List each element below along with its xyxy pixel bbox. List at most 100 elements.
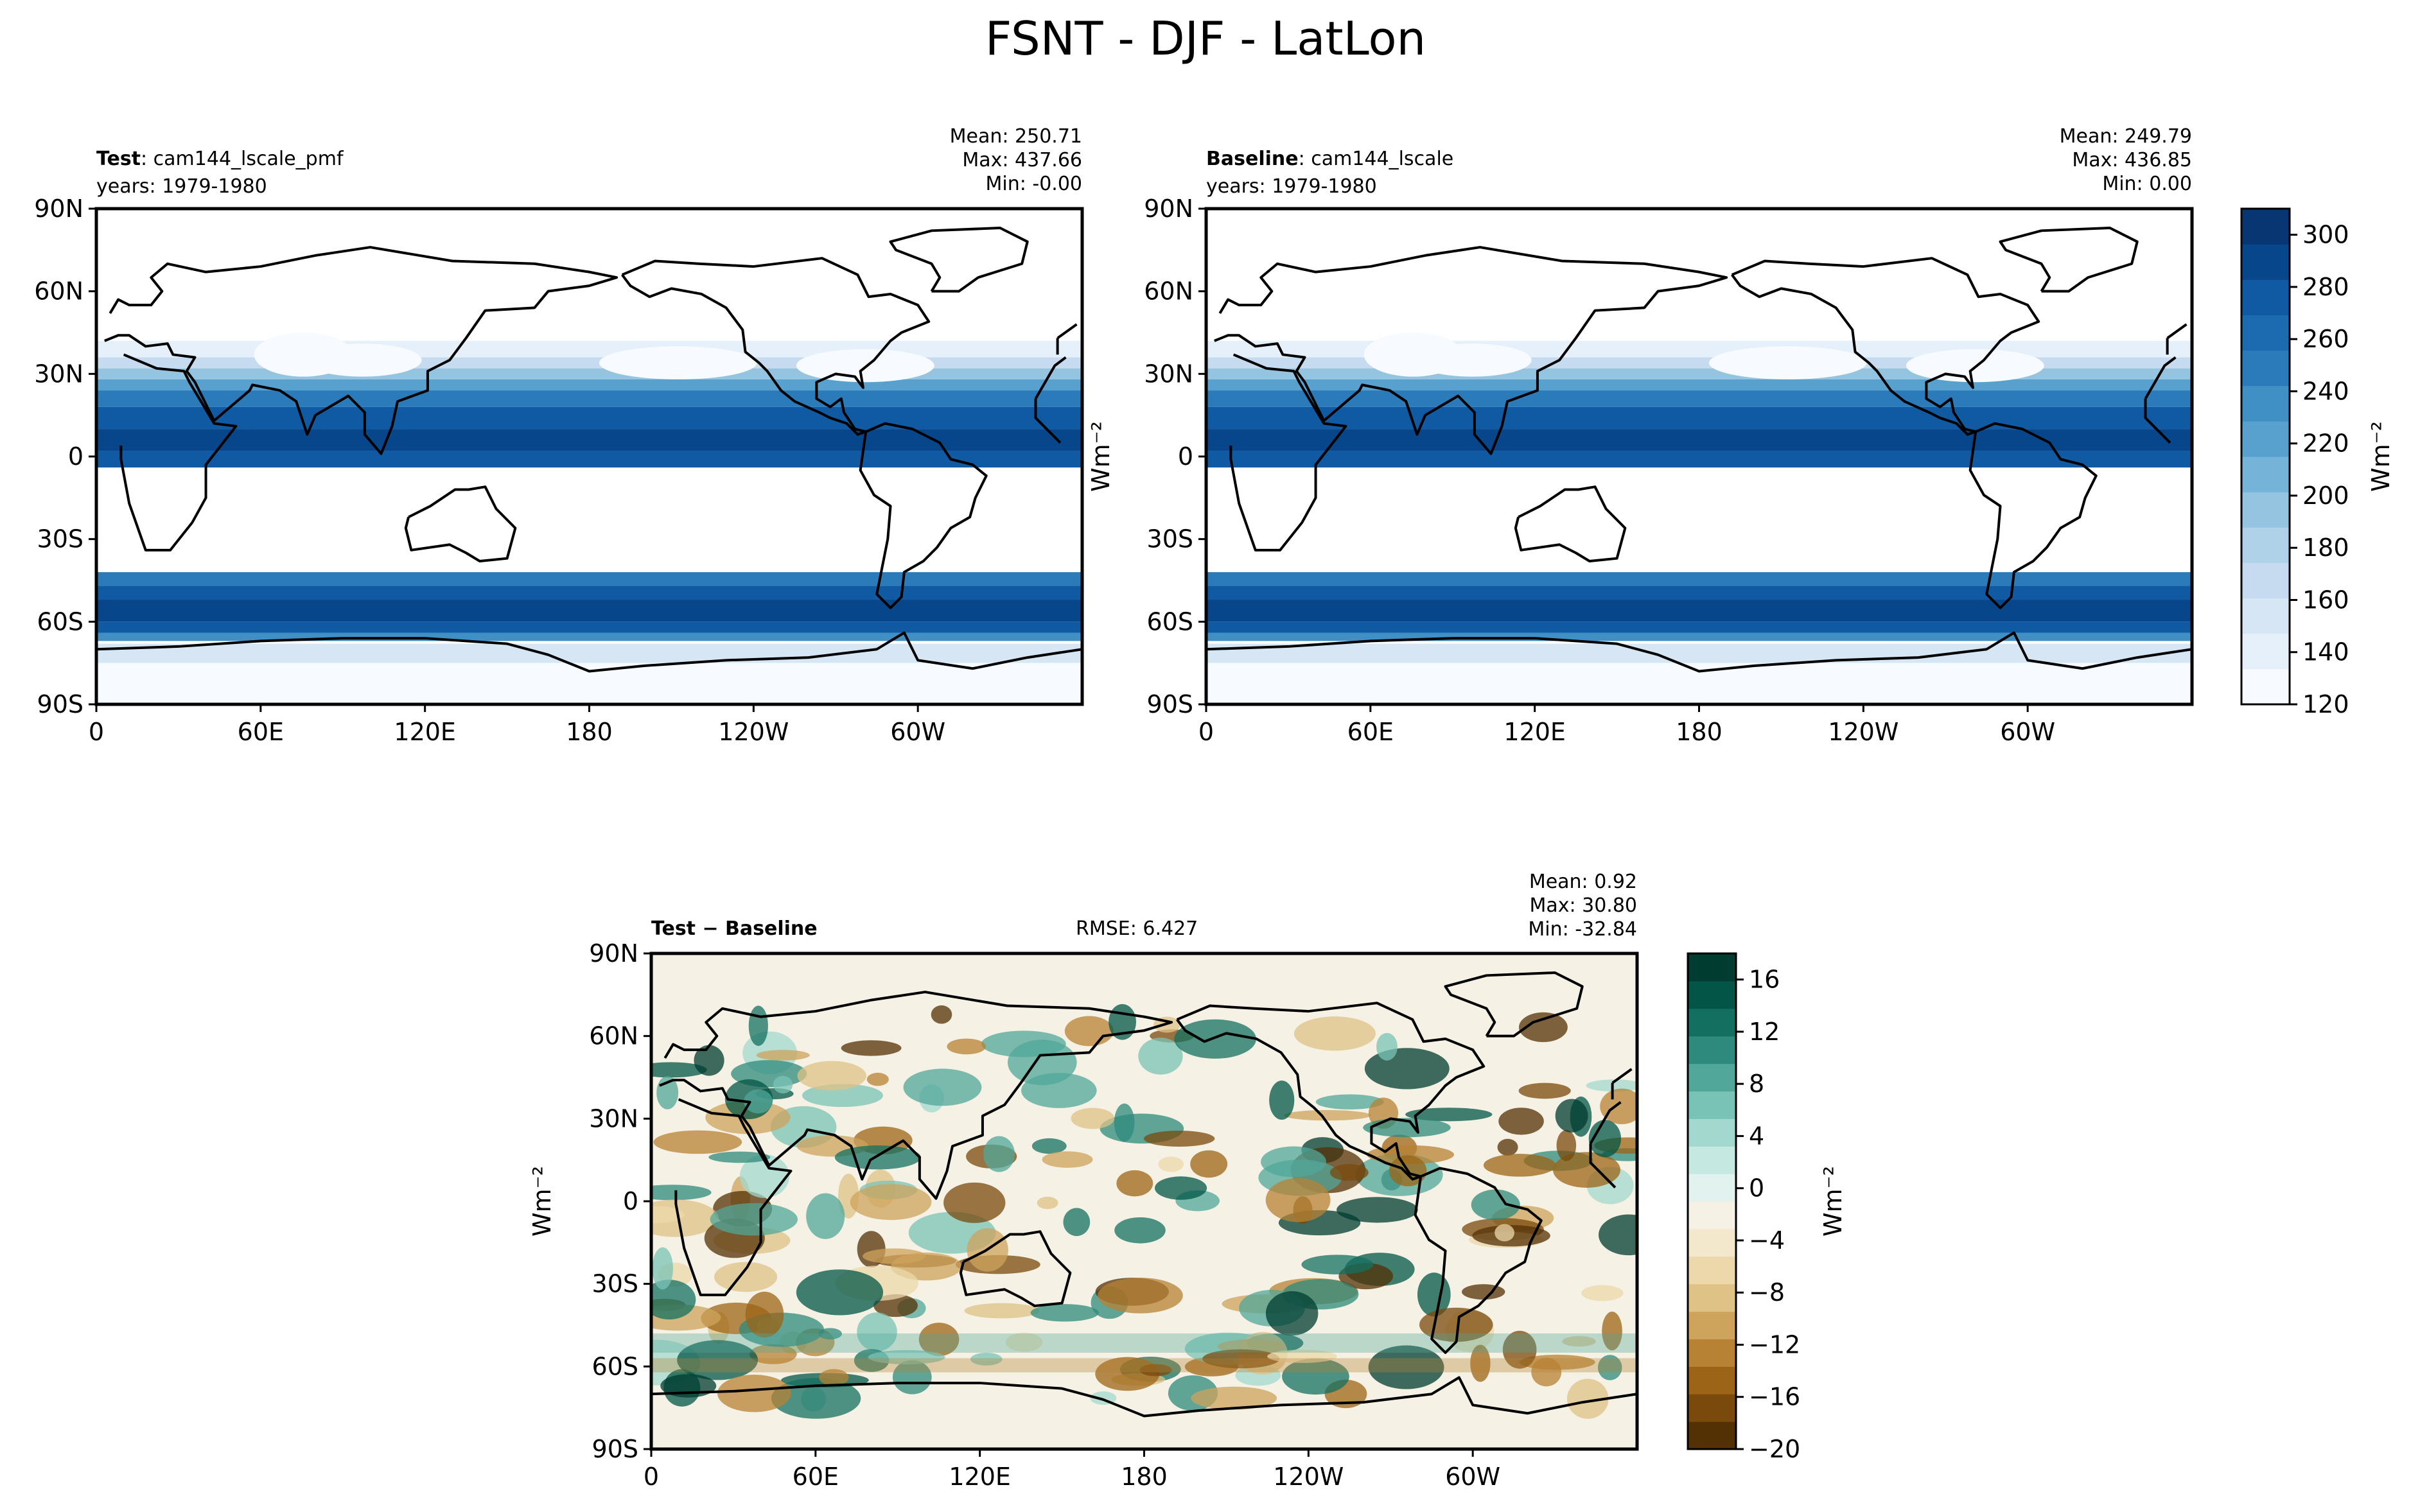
coastline [2166, 323, 2187, 340]
coastline [1229, 353, 1347, 552]
lat-tick-label: 0 [1178, 442, 1193, 471]
lat-tick-label: 30S [37, 525, 83, 553]
anomaly-patch [749, 1344, 797, 1364]
anomaly-patch [819, 1369, 849, 1386]
diff-rmse: RMSE: 6.427 [1076, 917, 1198, 940]
test-label: Test: cam144_lscale_pmf [96, 148, 344, 170]
lat-tick-label: 90N [34, 195, 83, 223]
colorbar-tick-label: 300 [2302, 221, 2349, 249]
anomaly-patch [1138, 1038, 1183, 1075]
anomaly-patch [797, 1061, 866, 1091]
anomaly-patch [964, 1303, 1040, 1319]
lat-tick-label: 60N [589, 1022, 638, 1050]
field-band [1206, 632, 2192, 641]
field-band [1206, 340, 2192, 358]
colorbar-segment [2241, 315, 2290, 351]
diff-min: Min: -32.84 [1528, 918, 1637, 941]
coastline [1968, 422, 2098, 609]
anomaly-patch [1329, 1164, 1369, 1181]
top-colorbar: 120 140 160 180 200 220 240 260 280 300 Wm⁻² [2240, 207, 2395, 718]
colorbar-segment [1688, 1283, 1736, 1312]
field-band [96, 632, 1082, 641]
test-map [96, 209, 1082, 704]
lon-tick-label: 120W [718, 718, 789, 746]
anomaly-patch [1030, 1304, 1099, 1322]
anomaly-patch [1555, 1099, 1588, 1133]
coastline [2144, 398, 2171, 444]
colorbar-tick-label: −4 [1749, 1226, 1785, 1255]
coastline [674, 1098, 793, 1296]
coastline [1589, 1143, 1617, 1188]
lat-tick-label: 90N [1144, 195, 1193, 223]
colorbar-segment [2241, 598, 2290, 634]
field-band [96, 663, 1082, 704]
anomaly-patch [651, 1062, 707, 1078]
anomaly-patch [744, 1089, 773, 1114]
anomaly-patch [1284, 1109, 1371, 1121]
diff-coastlines [651, 971, 1637, 1418]
field-band [96, 368, 1082, 379]
diff-ylabel-unit: Wm⁻² [528, 1166, 556, 1237]
anomaly-patch [1071, 1108, 1115, 1129]
anomaly-patch [1600, 1088, 1637, 1124]
anomaly-patch [1269, 1081, 1295, 1120]
field-band [96, 390, 1082, 407]
coastline [651, 1376, 1637, 1418]
diff-colorbar-ticks: 16 12 8 4 0 −4 −8 −12 −16 −20 [1736, 966, 1800, 1463]
anomaly-patch [841, 1040, 902, 1056]
field-band [1206, 643, 2192, 663]
anomaly-patch [1588, 1120, 1622, 1158]
field-band [1206, 572, 2192, 586]
anomaly-patch [1315, 1094, 1384, 1109]
test-mean: Mean: 250.71 [950, 125, 1082, 148]
field-band [96, 340, 1082, 358]
colorbar-segment [2241, 492, 2290, 528]
colorbar-tick-label: 16 [1749, 966, 1780, 994]
field-band [1206, 600, 2192, 622]
colorbar-tick-label: 240 [2302, 377, 2349, 405]
anomaly-patch [1114, 1103, 1135, 1142]
colorbar-segment [1688, 1036, 1736, 1064]
lat-tick-label: 0 [68, 442, 83, 471]
lon-tick-label: 60E [1347, 718, 1394, 746]
colorbar-tick-label: 120 [2302, 690, 2349, 718]
field-band [96, 621, 1082, 633]
anomaly-patch [714, 1262, 778, 1292]
top-colorbar-unit: Wm⁻² [2367, 421, 2395, 492]
lon-tick-label: 120E [394, 718, 456, 746]
anomaly-patch [1202, 1349, 1280, 1369]
field-band [96, 572, 1082, 586]
colorbar-segment [1688, 1091, 1736, 1119]
colorbar-tick-label: 0 [1749, 1174, 1764, 1203]
anomaly-patch [1566, 1378, 1609, 1419]
lat-tick-label: 30N [1144, 360, 1193, 388]
field-band [96, 643, 1082, 663]
anomaly-patch [1602, 1311, 1622, 1351]
field-band [1206, 451, 2192, 468]
coastline [1214, 246, 1728, 455]
anomaly-patch [1376, 1032, 1398, 1061]
baseline-min: Min: 0.00 [2102, 173, 2192, 195]
lon-tick-label: 180 [566, 718, 613, 746]
colorbar-tick-label: 160 [2302, 586, 2349, 614]
coastline [119, 353, 238, 552]
anomaly-patch [1483, 1154, 1556, 1177]
coastline [1611, 1068, 1633, 1084]
diff-max: Max: 30.80 [1529, 894, 1637, 917]
coastline [1034, 356, 1067, 399]
colorbar-segment [1688, 1146, 1736, 1174]
coastline [1999, 227, 2139, 293]
colorbar-segment [2241, 633, 2290, 670]
colorbar-segment [1688, 980, 1736, 1009]
field-band [1206, 357, 2192, 369]
colorbar-segment [2241, 668, 2290, 705]
anomaly-patch [1021, 1073, 1097, 1108]
anomaly-patch [1095, 1357, 1160, 1391]
field-band [96, 406, 1082, 430]
colorbar-segment [2241, 421, 2290, 457]
lat-tick-label: 60S [592, 1352, 638, 1380]
anomaly-patch [1098, 1278, 1183, 1314]
colorbar-segment [2241, 562, 2290, 599]
anomaly-patch [834, 1145, 922, 1170]
